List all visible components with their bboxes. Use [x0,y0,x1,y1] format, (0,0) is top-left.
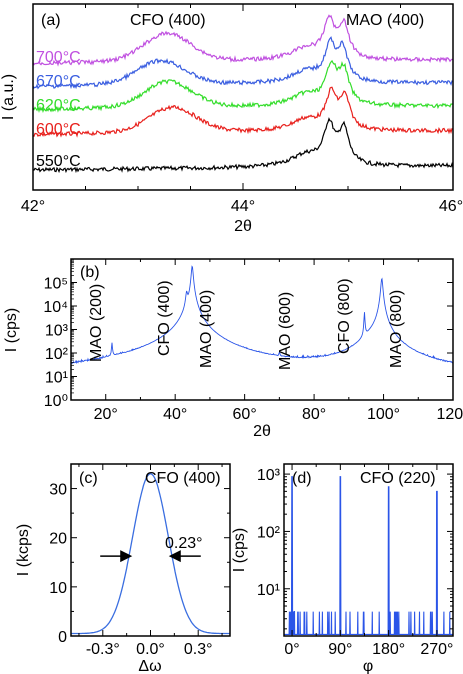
panel-d-series [284,476,453,635]
panel-b-ylabel: I (cps) [3,308,20,352]
panel-a-legend-670: 670°C [36,73,81,90]
panel-d-ticks [284,464,453,636]
panel-b-ytick-label: 10⁴ [43,299,68,316]
panel-a-peak-label-mao: MAO (400) [346,12,424,29]
panel-c-fwhm-arrows [100,550,201,563]
panel-b-series [70,265,454,365]
panel-a-series-0 [32,117,454,174]
panel-b-xtick-labels: 20° 40° 60° 80° 100° 120° [94,406,463,423]
panel-d-ylabel: I (cps) [231,528,248,572]
panel-c: (c) CFO (400) 0.23° 0 10 20 30 -0.3° 0.0° 0.3… [15,463,231,674]
panel-b-peak-label: CFO (800) [336,278,353,354]
panel-c-fwhm-label: 0.23° [165,535,203,552]
panel-b-xtick-label: 80° [302,406,326,423]
panel-c-label: (c) [79,470,98,487]
panel-a-legend-600: 600°C [36,121,81,138]
panel-a-series-2 [32,59,454,114]
panel-b-ytick-label: 10² [45,346,69,363]
panel-c-xtick-label: 0.3° [184,641,213,658]
panel-b-peak-label: MAO (800) [388,290,405,368]
panel-d-title: CFO (220) [360,470,436,487]
panel-a-series-3 [32,36,454,90]
panel-b-label: (b) [80,264,100,281]
panel-b: (b) MAO (200) CFO (400) MAO (400) MAO (600)… [3,258,463,440]
panel-a-frame [32,3,454,191]
panel-d-curve [284,476,453,635]
panel-c-xtick-label: -0.3° [86,641,120,658]
panel-c-ylabel: I (kcps) [15,524,32,576]
panel-d-xtick-label: 270° [420,641,453,658]
panel-d-ytick-label: 10³ [257,467,281,484]
panel-d-xtick-label: 180° [372,641,405,658]
panel-a: (a) CFO (400) MAO (400) 700°C 670°C 620°… [0,3,463,235]
panel-c-curve [71,473,230,635]
panel-b-ytick-labels: 10⁰ 10¹ 10² 10³ 10⁴ 10⁵ [43,276,68,411]
panel-d-xtick-labels: 0° 90° 180° 270° [284,641,453,658]
panel-b-peak-label: MAO (400) [198,290,215,368]
panel-c-ytick-labels: 0 10 20 30 [49,482,67,646]
panel-c-arrow-right-head [168,550,181,563]
panel-b-ytick-label: 10¹ [45,370,68,387]
panel-c-ytick-label: 0 [58,629,67,646]
panel-b-xtick-label: 100° [367,406,400,423]
panel-b-peak-label: MAO (600) [277,292,294,370]
panel-a-xtick-label-42: 42° [21,198,45,215]
panel-b-ytick-label: 10⁵ [44,276,68,293]
panel-a-curves [32,14,454,174]
panel-b-peak-label: MAO (200) [88,284,105,362]
panel-b-ytick-label: 10³ [45,323,69,340]
panel-a-label: (a) [41,12,61,29]
panel-d-ytick-label: 10² [257,524,281,541]
panel-a-series-1 [32,86,454,138]
panel-c-xtick-labels: -0.3° 0.0° 0.3° [86,641,213,658]
panel-a-xlabel: 2θ [234,218,252,235]
panel-d-ytick-labels: 10¹ 10² 10³ [257,467,281,599]
panel-a-legend-700: 700°C [36,49,81,66]
panel-a-ticks [32,4,454,190]
panel-a-peak-label-cfo: CFO (400) [130,12,206,29]
panel-b-peak-label: CFO (400) [156,280,173,356]
panel-b-xtick-label: 120° [436,406,463,423]
panel-a-xtick-label-44: 44° [231,198,255,215]
panel-b-xtick-label: 60° [233,406,257,423]
panel-d-xlabel: φ [363,658,373,674]
panel-b-curve [70,265,454,365]
panel-b-ticks [71,258,454,401]
panel-d-label: (d) [292,470,312,487]
panel-c-title: CFO (400) [145,470,221,487]
panel-c-series [71,473,230,635]
panel-b-xlabel: 2θ [253,423,271,440]
panel-c-ytick-label: 30 [49,482,67,499]
panel-c-frame [70,463,231,637]
panel-c-ytick-label: 20 [49,531,67,548]
panel-b-peak-labels: MAO (200) CFO (400) MAO (400) MAO (600) CFO … [88,278,405,370]
panel-d-xtick-label: 90° [328,641,352,658]
panel-a-legend-620: 620°C [36,97,81,114]
panel-a-series-4 [32,14,454,67]
panel-c-xlabel: Δω [138,658,161,674]
panel-a-legend-550: 550°C [36,153,81,170]
panel-c-ticks [71,464,230,637]
panel-c-xtick-label: 0.0° [136,641,165,658]
panel-d-ytick-label: 10¹ [257,582,280,599]
panel-c-ytick-label: 10 [49,580,67,597]
panel-d-xtick-label: 0° [284,641,299,658]
panel-b-xtick-label: 40° [163,406,187,423]
panel-b-xtick-label: 20° [94,406,118,423]
panel-a-xtick-label-46: 46° [439,198,463,215]
panel-b-ytick-label: 10⁰ [44,393,68,410]
panel-c-arrow-left-head [120,550,133,563]
panel-d-frame [283,463,454,637]
panel-a-ylabel: I (a.u.) [0,74,17,120]
